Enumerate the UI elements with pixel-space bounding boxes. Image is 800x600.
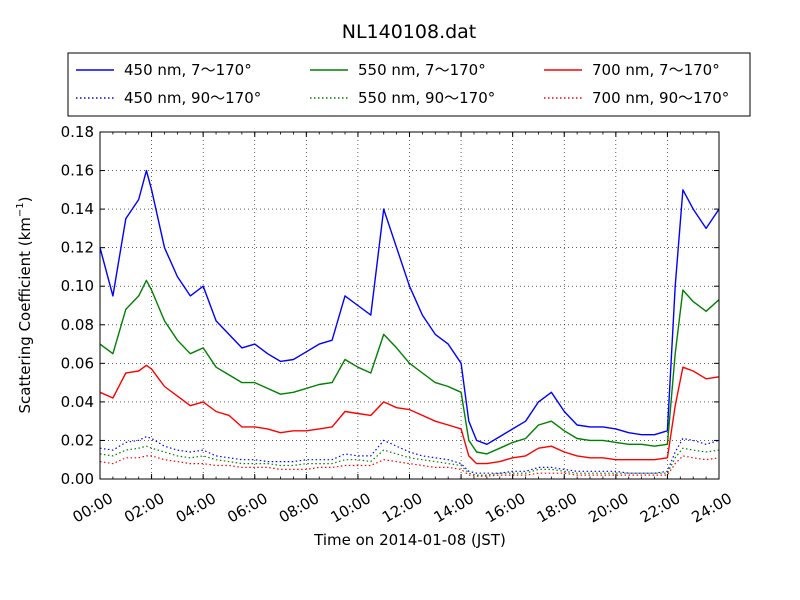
series-line-3	[100, 436, 719, 474]
y-tick-label: 0.18	[61, 123, 94, 141]
x-tick-labels: 00:00 02:00 04:00 06:00 08:00 10:00 12:00 14:00…	[70, 489, 735, 526]
legend-box	[67, 52, 751, 117]
y-tick-label: 0.10	[61, 277, 94, 295]
series-line-2	[100, 364, 719, 465]
x-tick-label: 00:00	[70, 489, 116, 526]
ticks	[99, 131, 720, 480]
legend-label-5: 700 nm, 90～170°	[592, 89, 729, 107]
x-tick-label: 02:00	[121, 489, 167, 526]
x-tick-label: 20:00	[585, 489, 631, 526]
x-tick-label: 16:00	[482, 489, 528, 526]
x-tick-label: 14:00	[431, 489, 477, 526]
x-tick-label: 12:00	[379, 489, 425, 526]
x-tick-label: 08:00	[276, 489, 322, 526]
legend-label-3: 450 nm, 90～170°	[124, 89, 261, 107]
legend-label-4: 550 nm, 90～170°	[358, 89, 495, 107]
y-tick-label: 0.04	[61, 393, 94, 411]
legend-label-2: 700 nm, 7～170°	[592, 61, 720, 79]
x-tick-label: 22:00	[637, 489, 683, 526]
legend-label-0: 450 nm, 7～170°	[124, 61, 252, 79]
x-axis-label: Time on 2014-01-08 (JST)	[313, 531, 506, 549]
series-line-1	[100, 279, 719, 455]
grid	[100, 132, 719, 479]
x-tick-label: 10:00	[327, 489, 373, 526]
x-tick-label: 06:00	[224, 489, 270, 526]
x-tick-label: 04:00	[173, 489, 219, 526]
y-axis-label-close: )	[16, 196, 34, 202]
y-tick-label: 0.00	[61, 470, 94, 488]
series-line-5	[100, 455, 719, 477]
y-tick-label: 0.14	[61, 200, 94, 218]
plot-lines	[100, 169, 719, 477]
chart-title: NL140108.dat	[342, 21, 477, 43]
x-tick-label: 18:00	[534, 489, 580, 526]
y-tick-label: 0.08	[61, 316, 94, 334]
legend-label-1: 550 nm, 7～170°	[358, 61, 486, 79]
series-line-4	[100, 445, 719, 476]
y-tick-label: 0.12	[61, 239, 94, 257]
y-tick-label: 0.02	[61, 431, 94, 449]
y-tick-label: 0.06	[61, 354, 94, 372]
y-axis-label-exponent: −1	[15, 202, 26, 217]
y-axis-label-main: Scattering Coefficient (km	[16, 217, 34, 413]
y-tick-labels: 0.00 0.02 0.04 0.06 0.08 0.10 0.12 0.14 0.16 0.18	[61, 123, 94, 488]
y-axis-label: Scattering Coefficient (km−1)	[15, 196, 34, 413]
x-tick-label: 24:00	[689, 489, 735, 526]
series-line-0	[100, 169, 719, 445]
legend: 450 nm, 7～170° 550 nm, 7～170° 700 nm, 7～17…	[67, 52, 751, 117]
y-tick-label: 0.16	[61, 162, 94, 180]
